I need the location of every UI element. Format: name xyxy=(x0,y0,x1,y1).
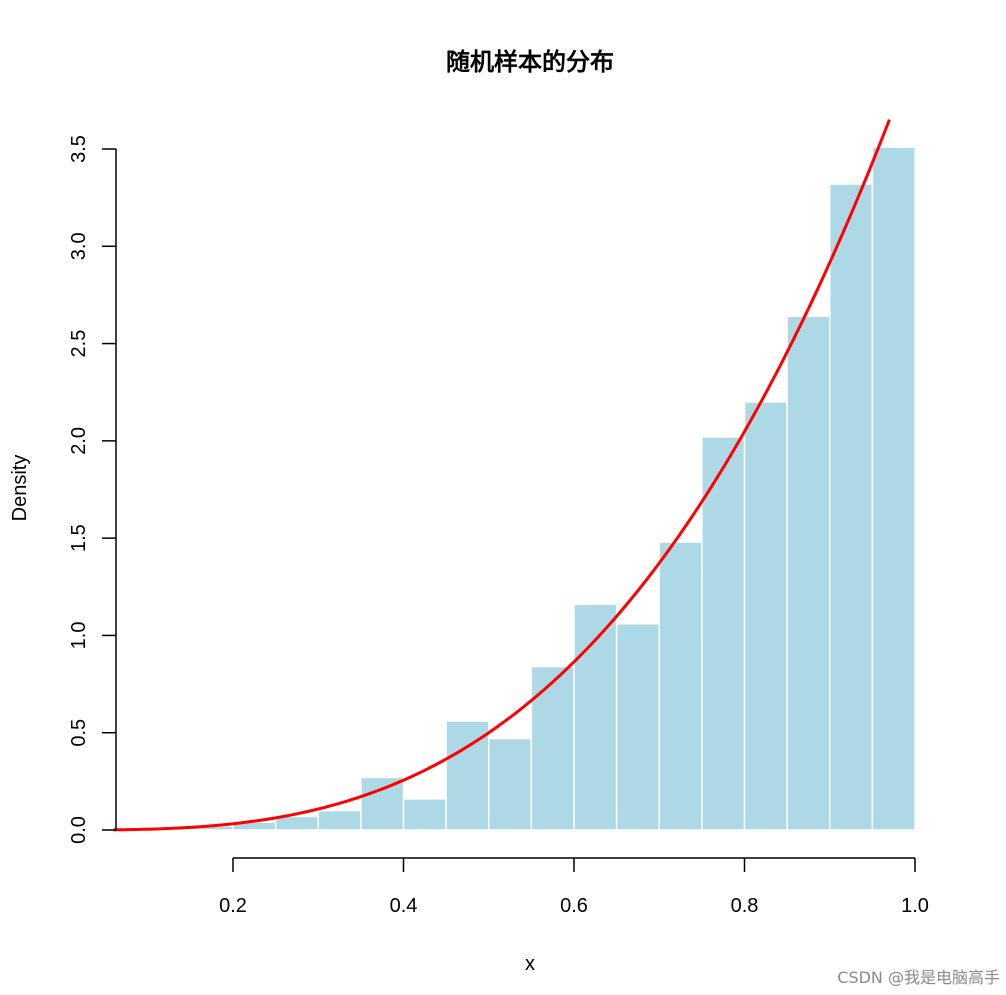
histogram-bar xyxy=(701,436,746,831)
x-tick-label: 0.8 xyxy=(731,895,759,917)
histogram-bar xyxy=(871,146,916,831)
watermark: CSDN @我是电脑高手 xyxy=(837,968,1000,987)
histogram-bar xyxy=(488,737,533,831)
y-tick-label: 2.5 xyxy=(68,330,90,358)
x-tick-label: 0.4 xyxy=(390,895,418,917)
x-axis-label: x xyxy=(525,953,535,975)
x-tick-label: 1.0 xyxy=(901,895,929,917)
histogram-bars xyxy=(189,146,916,831)
histogram-bar xyxy=(530,665,575,831)
histogram-bar xyxy=(360,776,405,831)
y-tick-label: 1.5 xyxy=(68,524,90,552)
histogram-bar xyxy=(274,815,319,831)
y-axis: 0.0 0.5 1.0 1.5 2.0 2.5 3.0 3.5 xyxy=(68,135,117,844)
y-tick-label: 0.5 xyxy=(68,719,90,747)
y-axis-label: Density xyxy=(9,455,31,522)
x-tick-label: 0.2 xyxy=(219,895,247,917)
y-tick-label: 1.0 xyxy=(68,622,90,650)
histogram-bar xyxy=(402,798,447,831)
histogram-bar xyxy=(786,315,831,831)
y-tick-label: 0.0 xyxy=(68,816,90,844)
chart-title: 随机样本的分布 xyxy=(446,48,614,76)
density-curve xyxy=(113,119,891,832)
histogram-bar xyxy=(615,623,660,831)
histogram-bar xyxy=(658,541,703,831)
histogram-bar xyxy=(743,401,788,831)
y-tick-label: 3.5 xyxy=(68,135,90,163)
y-tick-label: 2.0 xyxy=(68,427,90,455)
x-tick-label: 0.6 xyxy=(560,895,588,917)
histogram-bar xyxy=(317,809,362,831)
x-axis: 0.2 0.4 0.6 0.8 1.0 xyxy=(219,857,929,917)
y-tick-label: 3.0 xyxy=(68,232,90,260)
histogram-bar xyxy=(829,183,874,831)
